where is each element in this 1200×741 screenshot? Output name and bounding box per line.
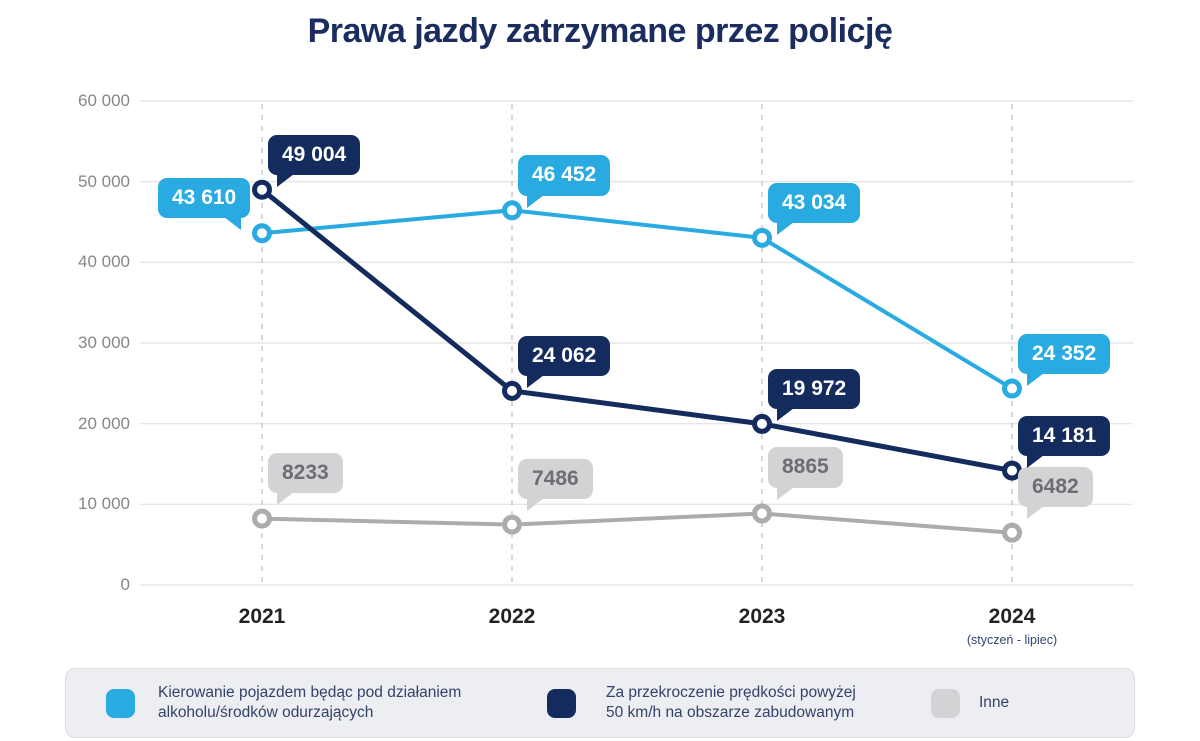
data-label-bubble: 24 352 — [1018, 333, 1111, 387]
y-axis-label: 0 — [120, 575, 130, 594]
data-label-bubble: 8233 — [268, 452, 343, 506]
data-point-marker — [752, 227, 772, 248]
chart-canvas — [140, 100, 1133, 586]
y-axis-label: 30 000 — [78, 333, 130, 352]
y-axis-label: 60 000 — [78, 91, 130, 110]
series-line-2 — [260, 511, 1014, 535]
data-point-marker — [502, 380, 522, 401]
line-chart: 0 10 000 20 000 30 000 40 000 50 000 60 000 20… — [78, 91, 1133, 647]
data-point-marker — [752, 413, 772, 434]
y-axis-label: 40 000 — [78, 252, 130, 272]
x-axis-label: 2021 — [238, 605, 286, 628]
data-label-bubble: 49 004 — [268, 134, 361, 188]
data-label-bubble: 24 062 — [518, 335, 611, 389]
y-axis-label: 10 000 — [78, 494, 130, 514]
x-axis-label: 2023 — [738, 605, 786, 628]
data-point-marker — [502, 200, 522, 221]
data-point-marker — [1002, 378, 1022, 399]
legend-swatch-alcohol — [106, 689, 135, 718]
legend-label-other: Inne — [979, 693, 1010, 711]
legend-swatch-other — [931, 689, 960, 718]
data-point-marker — [1002, 522, 1022, 543]
data-label-bubble: 43 610 — [158, 178, 251, 231]
x-axis-label: 2024 — [988, 605, 1036, 628]
data-label-bubble: 7486 — [518, 458, 593, 512]
y-axis-label: 20 000 — [78, 413, 130, 433]
series-line-1 — [259, 187, 1015, 474]
legend-swatch-speeding — [547, 689, 576, 718]
data-point-marker — [752, 503, 772, 524]
y-axis-label: 50 000 — [78, 171, 130, 191]
data-label-bubble: 19 972 — [768, 368, 861, 422]
data-label-bubble: 6482 — [1018, 466, 1093, 520]
chart-legend: Kierowanie pojazdem będąc pod działaniem… — [65, 668, 1135, 738]
data-label-bubble: 43 034 — [768, 182, 861, 236]
x-axis-label: 2022 — [488, 605, 536, 628]
data-point-marker — [502, 514, 522, 535]
chart-title: Prawa jazdy zatrzymane przez policję — [307, 12, 893, 50]
x-axis-note: (styczeń - lipiec) — [966, 633, 1058, 647]
legend-label-speeding: Za przekroczenie prędkości powyżej 50 km… — [606, 683, 856, 721]
data-point-marker — [252, 508, 272, 529]
legend-label-alcohol: Kierowanie pojazdem będąc pod działaniem… — [158, 683, 462, 721]
data-point-marker — [252, 223, 272, 244]
series-line-0 — [260, 208, 1014, 391]
data-label-bubble: 46 452 — [518, 155, 611, 208]
data-label-bubble: 14 181 — [1018, 415, 1111, 469]
data-point-marker — [252, 179, 272, 200]
data-label-bubble: 8865 — [768, 447, 843, 501]
